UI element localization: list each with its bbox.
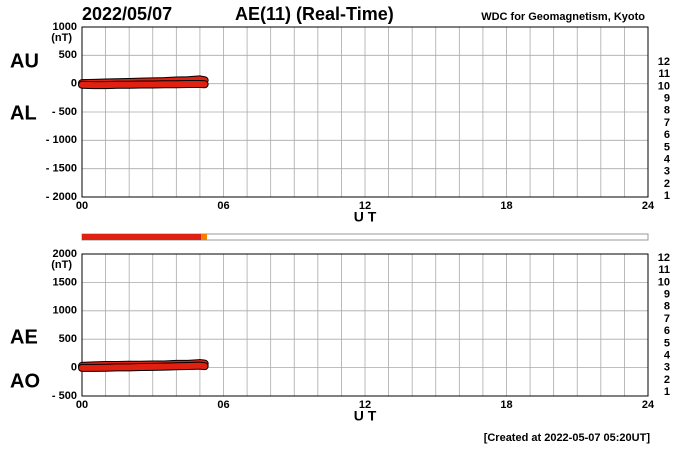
legend-count: 7 [664,117,670,129]
series-label: AU [10,50,39,72]
source: WDC for Geomagnetism, Kyoto [481,11,645,23]
series-label: AE [10,326,38,348]
coverage-segment [201,234,207,240]
legend-count: 6 [664,129,670,141]
x-tick-label: 18 [500,200,512,212]
legend-count: 6 [664,325,670,337]
y-tick-label: 500 [59,49,77,61]
footer: [Created at 2022-05-07 05:20UT] [484,432,651,444]
legend-count: 9 [664,93,670,105]
legend-count: 5 [664,337,670,349]
legend-count: 12 [658,252,670,264]
plot-frame [81,253,649,397]
y-tick-label: - 500 [52,106,77,118]
y-tick-label: - 2000 [46,191,77,203]
x-tick-label: 00 [76,399,88,411]
y-tick-label: - 1500 [46,163,77,175]
legend-count: 8 [664,105,670,117]
chart-title: AE(11) (Real-Time) [235,4,394,24]
x-tick-label: 18 [500,399,512,411]
x-tick-label: 06 [217,200,229,212]
legend-count: 4 [664,350,671,362]
legend-count: 1 [664,190,670,202]
date: 2022/05/07 [82,4,172,24]
legend-count: 11 [658,68,670,80]
x-tick-label: 06 [217,399,229,411]
y-tick-label: 500 [59,333,77,345]
y-tick-label: 1500 [53,276,77,288]
x-tick-label: 24 [642,200,655,212]
y-unit: (nT) [51,32,72,44]
legend-count: 5 [664,141,670,153]
legend-count: 4 [664,154,671,166]
series-line [79,80,208,89]
legend-count: 10 [658,276,670,288]
y-tick-label: - 1000 [46,134,77,146]
legend-count: 1 [664,386,670,398]
y-tick-label: 0 [71,362,77,374]
legend-count: 2 [664,178,670,190]
legend-count: 3 [664,166,670,178]
coverage-segment [82,234,202,240]
plot-frame [81,26,649,198]
x-axis-label: U T [354,209,377,225]
x-axis-label: U T [354,408,377,424]
legend-count: 10 [658,80,670,92]
x-tick-label: 24 [642,399,655,411]
y-tick-label: 1000 [53,305,77,317]
series-label: AO [10,370,40,392]
x-tick-label: 12 [359,200,371,212]
y-tick-label: 2000 [53,248,77,260]
series-label: AL [10,102,37,124]
legend-count: 8 [664,301,670,313]
y-tick-label: - 500 [52,390,77,402]
y-unit: (nT) [51,259,72,271]
x-tick-label: 12 [359,399,371,411]
x-tick-label: 00 [76,200,88,212]
y-tick-label: 0 [71,78,77,90]
y-tick-label: 1000 [53,21,77,33]
legend-count: 2 [664,374,670,386]
series-line [79,362,208,371]
legend-count: 3 [664,362,670,374]
legend-count: 11 [658,264,670,276]
legend-count: 12 [658,56,670,68]
legend-count: 9 [664,289,670,301]
legend-count: 7 [664,313,670,325]
